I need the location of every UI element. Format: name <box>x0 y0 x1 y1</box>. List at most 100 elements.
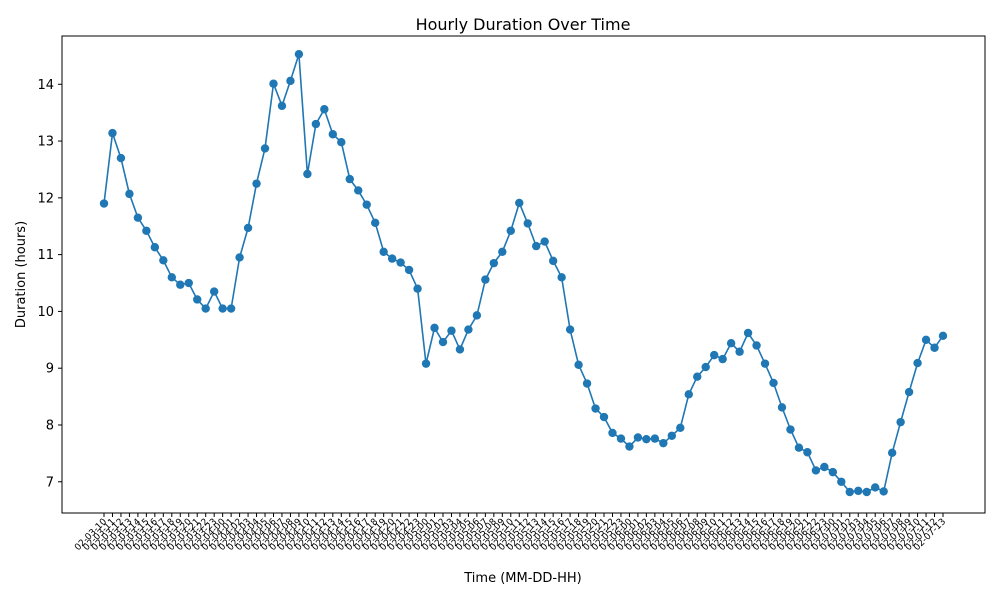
x-axis: 02-03-1002-03-1102-03-1202-03-1302-03-14… <box>73 513 948 553</box>
y-tick-label: 11 <box>37 248 54 263</box>
data-point <box>320 105 329 114</box>
data-point <box>777 403 787 412</box>
data-point <box>930 343 939 352</box>
data-point <box>786 425 795 434</box>
data-point <box>464 325 473 334</box>
data-point <box>701 362 710 372</box>
data-point <box>370 218 380 228</box>
data-point <box>226 304 236 313</box>
chart-title: Hourly Duration Over Time <box>416 15 631 34</box>
data-point <box>599 412 609 422</box>
data-point <box>269 79 278 88</box>
y-tick-label: 14 <box>37 78 54 93</box>
data-point <box>108 128 117 138</box>
data-point <box>769 378 778 388</box>
data-point <box>150 243 160 252</box>
data-point <box>938 331 948 341</box>
data-point <box>142 226 151 235</box>
data-point <box>125 189 134 199</box>
data-point <box>523 219 532 228</box>
data-point <box>625 442 634 451</box>
data-point <box>286 76 295 86</box>
data-point <box>608 428 617 438</box>
data-point <box>803 448 812 457</box>
data-point <box>540 237 549 246</box>
data-point <box>633 433 643 442</box>
data-point <box>659 438 668 448</box>
data-point <box>862 487 871 497</box>
data-point <box>515 198 524 208</box>
data-point <box>184 278 193 288</box>
data-point <box>743 328 753 338</box>
data-point <box>413 284 422 293</box>
data-point <box>887 448 897 458</box>
data-point <box>396 258 405 267</box>
data-point <box>447 326 456 335</box>
data-point <box>303 169 312 179</box>
data-point <box>548 256 558 266</box>
data-point <box>193 295 202 304</box>
data-point <box>455 345 465 354</box>
data-point <box>642 434 651 444</box>
data-point <box>532 241 541 251</box>
data-point <box>760 359 770 368</box>
data-point <box>252 179 261 188</box>
data-point <box>277 101 287 111</box>
data-point <box>430 323 439 333</box>
data-point <box>718 354 727 364</box>
data-point <box>904 387 914 397</box>
data-point <box>854 486 863 496</box>
y-axis: 7 8 9 10 11 12 13 14 <box>37 78 62 490</box>
data-point <box>294 49 304 59</box>
data-point <box>481 275 490 284</box>
y-axis-label: Duration (hours) <box>14 221 29 328</box>
data-point <box>159 256 168 265</box>
y-tick-label: 8 <box>46 418 54 433</box>
data-point <box>345 174 354 184</box>
data-point <box>421 359 431 368</box>
data-point <box>498 247 507 256</box>
data-point <box>311 119 321 129</box>
y-tick-label: 12 <box>37 191 54 206</box>
data-point <box>362 200 371 209</box>
data-point <box>684 390 693 399</box>
data-point <box>837 477 846 486</box>
data-point <box>794 443 804 452</box>
y-tick-label: 13 <box>37 135 54 150</box>
data-point <box>667 431 677 440</box>
data-point <box>176 280 185 289</box>
data-point <box>116 153 126 163</box>
y-tick-label: 7 <box>46 475 54 490</box>
data-point <box>133 213 143 222</box>
data-point <box>489 258 499 268</box>
data-point <box>354 186 363 195</box>
data-point <box>811 466 821 475</box>
y-tick-label: 10 <box>37 305 54 320</box>
data-point <box>565 325 575 334</box>
data-point <box>921 335 931 345</box>
data-point <box>845 487 854 497</box>
data-point <box>896 417 905 427</box>
data-point <box>472 311 482 320</box>
data-point <box>726 339 736 348</box>
data-point <box>209 287 219 296</box>
data-point <box>879 487 888 496</box>
data-point <box>243 223 253 233</box>
data-point <box>616 434 626 443</box>
data-point <box>328 130 338 139</box>
data-point <box>260 144 270 153</box>
plot-area-frame <box>61 35 986 514</box>
series-markers <box>99 49 948 497</box>
data-point <box>820 462 829 472</box>
y-tick-label: 9 <box>46 362 54 377</box>
data-point <box>506 226 515 235</box>
data-point <box>913 358 922 368</box>
data-point <box>557 273 566 282</box>
data-point <box>650 434 660 443</box>
data-point <box>99 199 109 208</box>
data-point <box>387 254 397 263</box>
data-point <box>201 304 210 313</box>
data-point <box>404 265 414 275</box>
